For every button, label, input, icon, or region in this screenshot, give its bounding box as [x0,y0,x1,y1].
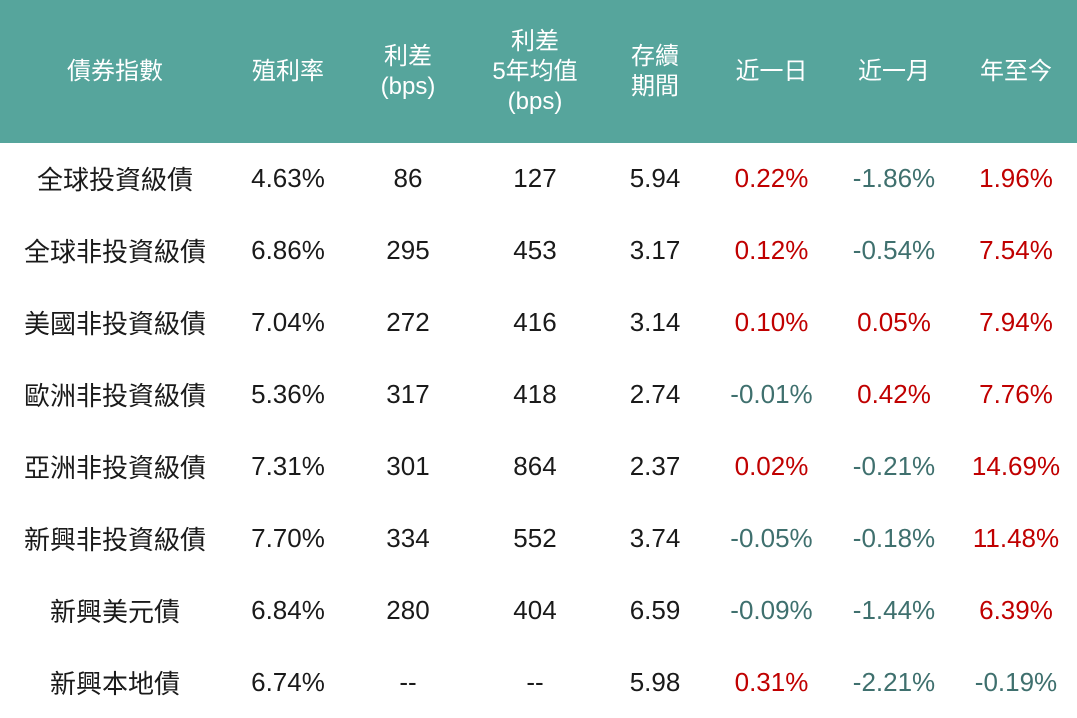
header-row: 債券指數 殖利率 利差 (bps) 利差 5年均值 (bps) 存續 期間 近一… [0,0,1077,143]
cell-spread-5y: 453 [470,214,600,287]
cell-change-1d: 0.02% [710,430,833,503]
cell-spread: 301 [346,430,470,503]
cell-duration: 3.14 [600,286,710,359]
table-row: 歐洲非投資級債 5.36% 317 418 2.74 -0.01% 0.42% … [0,358,1077,431]
cell-duration: 2.37 [600,430,710,503]
cell-change-1m: 0.42% [833,358,955,431]
cell-duration: 2.74 [600,358,710,431]
column-header-ytd: 年至今 [955,0,1077,143]
cell-change-ytd: 1.96% [955,143,1077,215]
cell-spread-5y: -- [470,646,600,718]
cell-spread-5y: 418 [470,358,600,431]
cell-change-ytd: 7.94% [955,286,1077,359]
cell-change-1d: 0.10% [710,286,833,359]
cell-spread: 334 [346,502,470,575]
cell-change-1d: 0.22% [710,143,833,215]
table-row: 全球投資級債 4.63% 86 127 5.94 0.22% -1.86% 1.… [0,143,1077,215]
cell-change-1d: -0.09% [710,574,833,647]
table-row: 亞洲非投資級債 7.31% 301 864 2.37 0.02% -0.21% … [0,430,1077,503]
cell-change-1m: -0.54% [833,214,955,287]
cell-yield: 5.36% [230,358,346,431]
column-header-1-month: 近一月 [833,0,955,143]
cell-index-name: 全球非投資級債 [0,214,230,287]
cell-change-1d: 0.31% [710,646,833,718]
cell-index-name: 新興美元債 [0,574,230,647]
cell-change-ytd: 6.39% [955,574,1077,647]
table-row: 全球非投資級債 6.86% 295 453 3.17 0.12% -0.54% … [0,214,1077,287]
cell-spread: 272 [346,286,470,359]
column-header-1-day: 近一日 [710,0,833,143]
cell-duration: 3.74 [600,502,710,575]
cell-change-ytd: -0.19% [955,646,1077,718]
cell-yield: 7.70% [230,502,346,575]
cell-duration: 6.59 [600,574,710,647]
column-header-spread-5y-avg: 利差 5年均值 (bps) [470,0,600,143]
column-header-spread-bps: 利差 (bps) [346,0,470,143]
table-body: 全球投資級債 4.63% 86 127 5.94 0.22% -1.86% 1.… [0,143,1077,718]
column-header-yield: 殖利率 [230,0,346,143]
cell-yield: 6.74% [230,646,346,718]
cell-change-1d: -0.05% [710,502,833,575]
cell-yield: 7.04% [230,286,346,359]
cell-index-name: 亞洲非投資級債 [0,430,230,503]
cell-change-1m: -0.18% [833,502,955,575]
cell-spread-5y: 552 [470,502,600,575]
cell-index-name: 全球投資級債 [0,143,230,215]
table-row: 美國非投資級債 7.04% 272 416 3.14 0.10% 0.05% 7… [0,286,1077,359]
cell-change-1m: 0.05% [833,286,955,359]
cell-change-ytd: 7.54% [955,214,1077,287]
cell-yield: 6.86% [230,214,346,287]
cell-spread: 317 [346,358,470,431]
cell-yield: 4.63% [230,143,346,215]
cell-change-1d: 0.12% [710,214,833,287]
cell-spread-5y: 404 [470,574,600,647]
cell-index-name: 歐洲非投資級債 [0,358,230,431]
cell-spread: 295 [346,214,470,287]
cell-index-name: 美國非投資級債 [0,286,230,359]
cell-change-ytd: 7.76% [955,358,1077,431]
cell-change-ytd: 11.48% [955,502,1077,575]
table-header: 債券指數 殖利率 利差 (bps) 利差 5年均值 (bps) 存續 期間 近一… [0,0,1077,143]
cell-change-ytd: 14.69% [955,430,1077,503]
table-row: 新興本地債 6.74% -- -- 5.98 0.31% -2.21% -0.1… [0,646,1077,718]
cell-spread: 86 [346,143,470,215]
cell-change-1m: -0.21% [833,430,955,503]
cell-yield: 7.31% [230,430,346,503]
cell-change-1d: -0.01% [710,358,833,431]
cell-duration: 5.94 [600,143,710,215]
table-row: 新興非投資級債 7.70% 334 552 3.74 -0.05% -0.18%… [0,502,1077,575]
cell-spread-5y: 864 [470,430,600,503]
cell-change-1m: -2.21% [833,646,955,718]
cell-change-1m: -1.86% [833,143,955,215]
table-row: 新興美元債 6.84% 280 404 6.59 -0.09% -1.44% 6… [0,574,1077,647]
cell-index-name: 新興非投資級債 [0,502,230,575]
cell-spread: 280 [346,574,470,647]
cell-spread: -- [346,646,470,718]
cell-index-name: 新興本地債 [0,646,230,718]
column-header-bond-index: 債券指數 [0,0,230,143]
cell-change-1m: -1.44% [833,574,955,647]
cell-yield: 6.84% [230,574,346,647]
cell-duration: 3.17 [600,214,710,287]
column-header-duration: 存續 期間 [600,0,710,143]
cell-duration: 5.98 [600,646,710,718]
cell-spread-5y: 127 [470,143,600,215]
cell-spread-5y: 416 [470,286,600,359]
